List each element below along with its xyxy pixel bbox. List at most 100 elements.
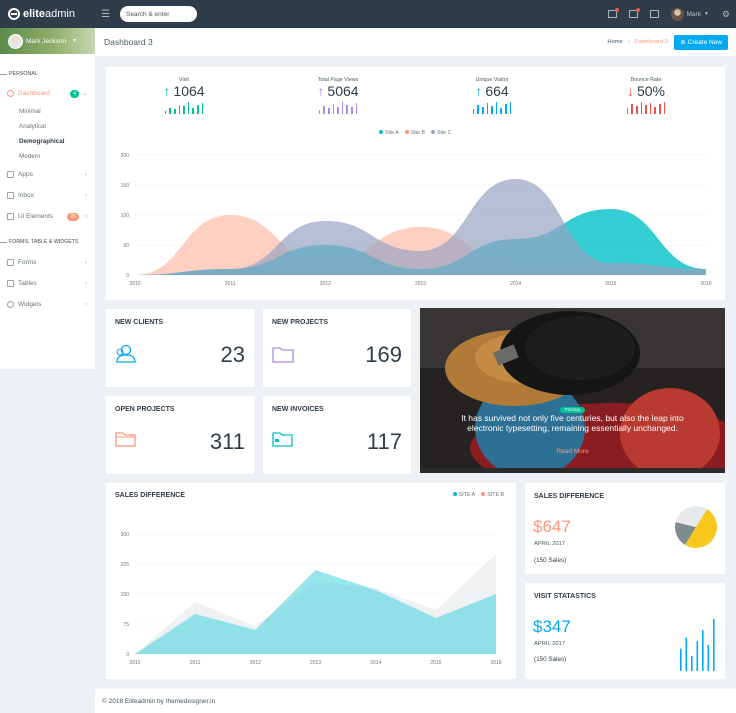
- visit-bar[interactable]: [685, 637, 688, 671]
- overview-area-chart: 0 50 100 150 200 2010 2011 2012 2013 2014 2015 2016: [121, 153, 712, 287]
- mail-icon[interactable]: [607, 8, 619, 18]
- sidebar-item-label: Inbox: [18, 192, 34, 199]
- gauge-icon: [7, 90, 14, 97]
- sparkbar: [201, 103, 204, 114]
- breadcrumb-separator: ›: [627, 39, 630, 45]
- legend-item-site-a[interactable]: SITE A: [452, 492, 475, 498]
- table-icon: [7, 280, 14, 287]
- brand-name-bold: elite: [23, 8, 46, 20]
- sales-amount: $647: [533, 517, 571, 536]
- series-area-site-c[interactable]: [135, 179, 706, 275]
- legend-item-site-b[interactable]: SITE B: [481, 492, 504, 498]
- sidebar-item-label: Ui Elements: [18, 213, 54, 220]
- footer: © 2018 Eliteadmin by themedesigner.in: [95, 689, 736, 713]
- pie-slice[interactable]: [675, 506, 707, 527]
- sparkbar: [332, 104, 335, 114]
- sparkbar: [196, 105, 199, 114]
- sidebar-item-label: Dashboard: [18, 90, 50, 97]
- legend-item-site-a[interactable]: Site A: [379, 130, 399, 136]
- avatar[interactable]: [670, 7, 684, 21]
- series-area-site-a[interactable]: [135, 570, 496, 654]
- pie-slice[interactable]: [675, 522, 696, 545]
- sidebar-item-apps[interactable]: Apps ›: [0, 164, 95, 185]
- y-tick-label: 200: [121, 153, 130, 159]
- sparkbar: [337, 107, 339, 114]
- visit-bar[interactable]: [680, 648, 682, 671]
- card-title: SALES DIFFERENCE: [115, 492, 186, 499]
- submenu-demographical[interactable]: Demographical: [19, 138, 65, 145]
- sidebar-item-dashboard[interactable]: Dashboard 4 ⌄: [0, 83, 95, 104]
- folder-open-icon: [115, 432, 136, 447]
- sidebar-item-widgets[interactable]: Widgets ›: [0, 294, 95, 315]
- users-icon: [116, 344, 136, 363]
- sidebar-item-forms[interactable]: Forms ›: [0, 252, 95, 273]
- submenu-analytical[interactable]: Analytical: [19, 123, 46, 130]
- submenu-minimal[interactable]: Minimal: [19, 108, 41, 115]
- sparkbar: [486, 103, 489, 114]
- chevron-down-icon: ⌄: [81, 91, 87, 97]
- card-title: NEW PROJECTS: [272, 319, 329, 326]
- sidebar-section-forms: FORMS, TABLE & WIDGETS: [0, 239, 95, 245]
- sparkbar: [174, 109, 176, 114]
- mini-sparkbars: [278, 101, 398, 114]
- user-profile[interactable]: Mark Jeckson ▼: [0, 28, 95, 54]
- submenu-modern[interactable]: Modern: [19, 153, 41, 160]
- create-new-button[interactable]: ⊕ Create New: [674, 34, 728, 50]
- read-more-link[interactable]: Read More: [556, 448, 589, 455]
- x-tick-label: 2016: [700, 281, 711, 287]
- sidebar-item-tables[interactable]: Tables ›: [0, 273, 95, 294]
- brand-logo[interactable]: elite admin: [0, 0, 95, 28]
- visit-bar[interactable]: [702, 630, 704, 671]
- sparkbar: [318, 110, 321, 114]
- card-title: NEW INVOICES: [272, 406, 324, 413]
- sparkbar: [654, 107, 656, 114]
- search-input[interactable]: Search & enter: [120, 6, 197, 22]
- sidebar-item-inbox[interactable]: Inbox ›: [0, 185, 95, 206]
- x-tick-label: 2012: [320, 281, 331, 287]
- y-tick-label: 100: [121, 213, 130, 219]
- top-navbar: elite admin ☰ Search & enter Mark ▼ ⚙: [0, 0, 736, 28]
- y-tick-label: 0: [126, 273, 129, 279]
- legend-item-site-c[interactable]: Site C: [430, 130, 451, 136]
- stat-unique-visitor: Unique Visitor ↑ 664: [432, 77, 552, 114]
- user-name[interactable]: Mark: [686, 10, 701, 18]
- breadcrumb-home[interactable]: Home: [607, 39, 623, 45]
- stat-label: Total Page Views: [317, 77, 359, 83]
- mini-sparkbars: [586, 101, 706, 114]
- x-tick-label: 2011: [190, 660, 201, 666]
- x-tick-label: 2010: [129, 281, 140, 287]
- visit-bar[interactable]: [696, 641, 699, 671]
- pie-slice[interactable]: [685, 509, 717, 548]
- gear-icon[interactable]: ⚙: [721, 8, 730, 19]
- sparkbar: [178, 105, 181, 114]
- cap-photo: [420, 308, 725, 473]
- sparkbar: [350, 107, 353, 114]
- menu-toggle-icon[interactable]: ☰: [101, 8, 110, 20]
- card-value: 117: [366, 429, 402, 454]
- count-badge: 4: [70, 89, 79, 98]
- sparkbar: [183, 106, 185, 114]
- profile-avatar: [8, 33, 23, 49]
- card-value: 169: [365, 342, 402, 367]
- visit-bar[interactable]: [691, 656, 693, 671]
- stat-label: Visit: [179, 77, 189, 83]
- square-icon[interactable]: [649, 10, 659, 18]
- sidebar-item-label: Forms: [18, 259, 37, 266]
- sparkbar: [631, 104, 634, 114]
- sales-count: (150 Sales): [534, 557, 567, 564]
- card-title: VISIT STATASTICS: [534, 593, 596, 600]
- arrow-up-icon: ↑: [475, 83, 483, 99]
- grid-icon: [7, 171, 14, 178]
- card-title: SALES DIFFERENCE: [534, 493, 605, 500]
- sparkbar: [169, 108, 172, 114]
- visit-bar[interactable]: [713, 619, 715, 671]
- legend-item-site-b[interactable]: Site B: [404, 130, 425, 136]
- inbox-icon: [7, 192, 14, 199]
- visit-bar[interactable]: [707, 645, 710, 671]
- chevron-down-icon[interactable]: ▼: [703, 11, 709, 17]
- y-tick-label: 150: [121, 183, 130, 189]
- mini-sparkbars: [124, 101, 244, 114]
- edit-icon[interactable]: [628, 8, 640, 18]
- y-tick-label: 0: [126, 652, 129, 658]
- sidebar-item-ui-elements[interactable]: Ui Elements 25 ›: [0, 206, 95, 227]
